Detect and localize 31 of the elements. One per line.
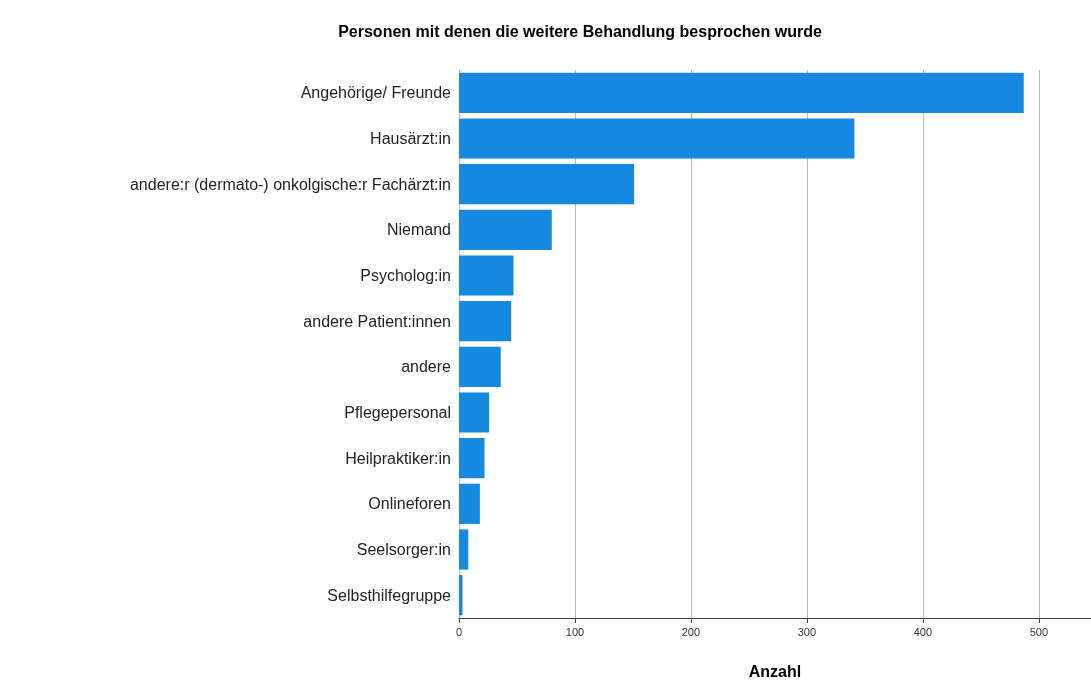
x-axis-title: Anzahl xyxy=(748,662,802,680)
bar xyxy=(459,529,469,570)
bar xyxy=(459,346,501,387)
y-tick-label: Pflegepersonal xyxy=(344,404,451,421)
y-tick-label: Angehörige/ Freunde xyxy=(300,84,452,102)
y-tick-label: Seelsorger:in xyxy=(356,541,451,558)
x-tick-label: 200 xyxy=(681,625,701,638)
bar xyxy=(459,483,480,524)
bar xyxy=(459,392,490,433)
y-tick-label: andere:r (dermato-) onkolgische:r Fachärzt:in xyxy=(129,175,451,193)
x-tick-label: 500 xyxy=(1029,625,1048,638)
y-tick-label: Psycholog:in xyxy=(360,267,451,284)
bar xyxy=(459,118,855,159)
y-tick-label: andere xyxy=(401,358,452,376)
bar xyxy=(459,209,552,250)
x-tick-label: 0 xyxy=(455,625,463,638)
bar xyxy=(459,255,514,296)
x-tick-label: 400 xyxy=(913,625,933,638)
x-tick-label: 100 xyxy=(565,625,585,638)
bar xyxy=(459,438,485,479)
y-tick-label: Selbsthilfegruppe xyxy=(327,586,452,604)
bar xyxy=(459,72,1024,113)
y-tick-label: Heilpraktiker:in xyxy=(345,449,451,467)
y-tick-label: andere Patient:innen xyxy=(303,312,451,330)
bar xyxy=(459,301,512,342)
x-tick-label: 300 xyxy=(797,625,817,638)
chart-title: Personen mit denen die weitere Behandlung besprochen wurde xyxy=(338,22,822,40)
y-tick-label: Onlineforen xyxy=(368,495,451,513)
bar xyxy=(459,164,635,205)
y-tick-label: Hausärzt:in xyxy=(370,130,451,147)
y-tick-label: Niemand xyxy=(386,221,451,239)
